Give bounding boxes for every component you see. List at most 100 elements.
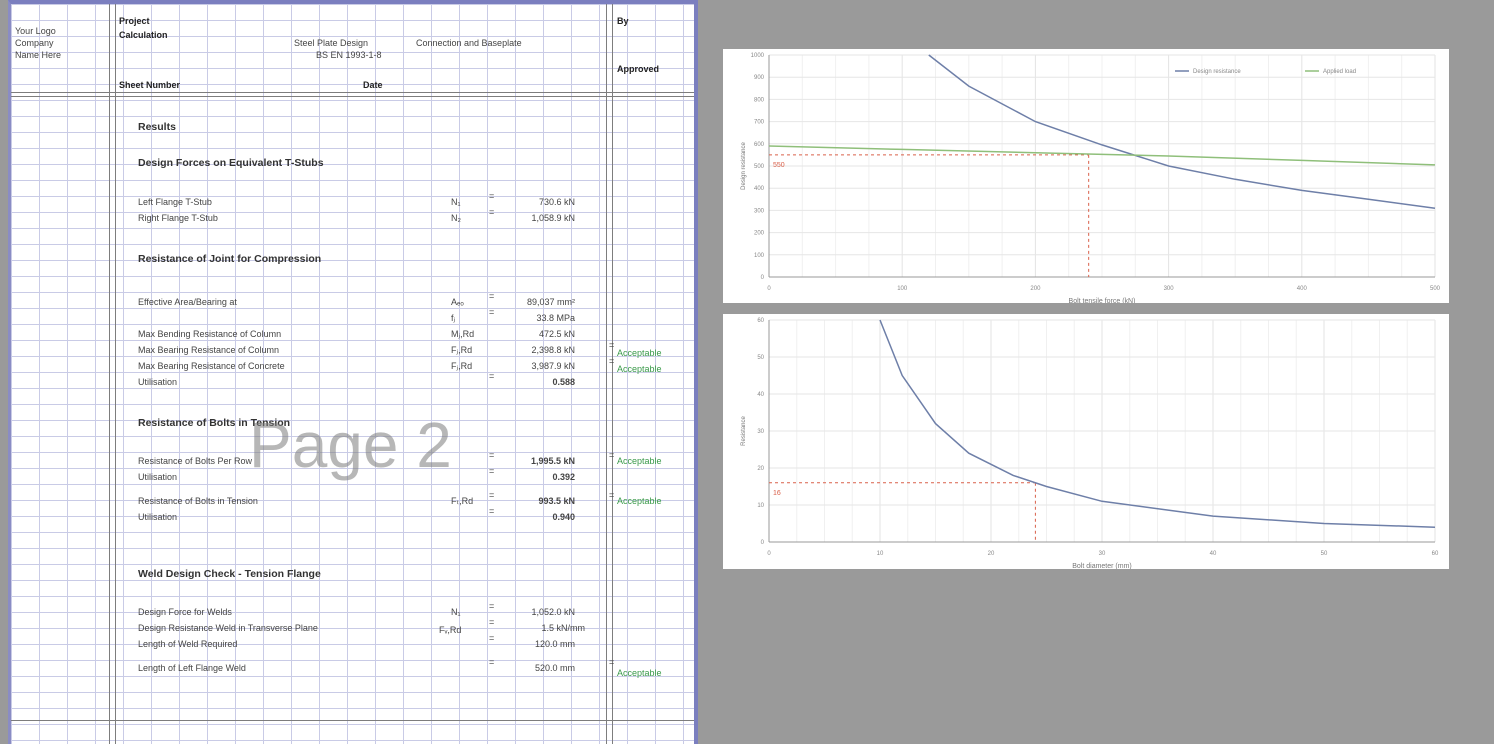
equals-sign: = <box>609 490 614 500</box>
legend-label: Design resistance <box>1193 69 1241 75</box>
x-tick-label: 400 <box>1297 286 1308 292</box>
series-line <box>929 55 1435 208</box>
column-divider-right-2 <box>612 4 613 744</box>
equals-sign: = <box>489 291 494 301</box>
y-tick-label: 600 <box>754 142 765 148</box>
equals-sign: = <box>489 617 494 627</box>
page-watermark: Page 2 <box>249 408 452 482</box>
x-tick-label: 40 <box>1210 551 1217 557</box>
x-tick-label: 60 <box>1432 551 1439 557</box>
marker-label: 16 <box>773 490 781 497</box>
section-design-forces: Design Forces on Equivalent T-Stubs <box>138 158 324 169</box>
y-tick-label: 0 <box>761 275 765 281</box>
row-value: 1,995.5 kN <box>501 456 575 466</box>
row-label: Effective Area/Bearing at <box>138 297 237 308</box>
y-tick-label: 10 <box>757 503 764 509</box>
header-bottom-border-2 <box>11 96 694 97</box>
row-label: Right Flange T-Stub <box>138 213 218 224</box>
equals-sign: = <box>609 657 614 667</box>
x-axis-label: Bolt diameter (mm) <box>1072 563 1132 569</box>
row-label: Design Force for Welds <box>138 607 232 618</box>
row-value: 520.0 mm <box>501 663 575 673</box>
sheet-grid <box>11 4 694 744</box>
date-label: Date <box>363 80 383 91</box>
sheet-number-label: Sheet Number <box>119 80 180 91</box>
y-tick-label: 0 <box>761 540 765 546</box>
y-tick-label: 200 <box>754 231 765 237</box>
y-tick-label: 700 <box>754 120 765 126</box>
status-acceptable: Acceptable <box>617 348 662 358</box>
status-acceptable: Acceptable <box>617 364 662 374</box>
marker-label: 550 <box>773 162 785 169</box>
equals-sign: = <box>489 657 494 667</box>
x-tick-label: 300 <box>1164 286 1175 292</box>
y-tick-label: 400 <box>754 186 765 192</box>
y-tick-label: 800 <box>754 97 765 103</box>
row-symbol: fⱼ <box>451 313 455 324</box>
row-label: Max Bearing Resistance of Column <box>138 345 279 356</box>
by-label: By <box>617 16 629 27</box>
y-tick-label: 60 <box>757 318 764 324</box>
row-value: 1,052.0 kN <box>501 607 575 617</box>
status-acceptable: Acceptable <box>617 456 662 466</box>
row-label: Max Bearing Resistance of Concrete <box>138 361 285 372</box>
row-label: Utilisation <box>138 512 177 523</box>
equals-sign: = <box>489 601 494 611</box>
chart-bolt-diameter: 0 10 20 30 40 50 60 0 10 20 30 40 50 60 Bolt diameter … <box>723 314 1449 569</box>
y-tick-label: 100 <box>754 253 765 259</box>
equals-sign: = <box>489 207 494 217</box>
project-label: Project <box>119 16 150 27</box>
row-label: Utilisation <box>138 377 177 388</box>
row-label: Length of Weld Required <box>138 639 237 650</box>
x-tick-label: 0 <box>767 551 771 557</box>
section-resistance-compression: Resistance of Joint for Compression <box>138 254 321 265</box>
equals-sign: = <box>489 307 494 317</box>
y-tick-label: 30 <box>757 429 764 435</box>
section-weld-design: Weld Design Check - Tension Flange <box>138 569 321 580</box>
calc-desc: Connection and Baseplate <box>416 38 522 49</box>
row-symbol: Aₑₒ <box>451 297 464 307</box>
approved-label: Approved <box>617 64 659 75</box>
row-label: Length of Left Flange Weld <box>138 663 246 674</box>
row-value: 0.588 <box>501 377 575 387</box>
row-value: 472.5 kN <box>501 329 575 339</box>
equals-sign: = <box>489 490 494 500</box>
row-value: 2,398.8 kN <box>501 345 575 355</box>
equals-sign: = <box>489 633 494 643</box>
x-tick-label: 30 <box>1099 551 1106 557</box>
row-value: 1.5 kN/mm <box>511 623 585 633</box>
equals-sign: = <box>609 356 614 366</box>
y-tick-label: 20 <box>757 466 764 472</box>
y-axis-label: Resistance <box>741 416 747 446</box>
equals-sign: = <box>489 466 494 476</box>
row-symbol: Fⱼ,Rd <box>451 345 472 356</box>
logo-line-2: Company <box>15 38 54 49</box>
row-value: 3,987.9 kN <box>501 361 575 371</box>
y-tick-label: 40 <box>757 392 764 398</box>
x-tick-label: 200 <box>1030 286 1041 292</box>
row-symbol: Fⱼ,Rd <box>451 361 472 372</box>
row-value: 730.6 kN <box>501 197 575 207</box>
row-symbol: Fₜ,Rd <box>451 496 473 507</box>
equals-sign: = <box>489 450 494 460</box>
y-tick-label: 50 <box>757 355 764 361</box>
x-tick-label: 10 <box>877 551 884 557</box>
row-label: Design Resistance Weld in Transverse Pla… <box>138 623 318 634</box>
y-tick-label: 300 <box>754 208 765 214</box>
y-tick-label: 1000 <box>751 53 765 59</box>
x-tick-label: 500 <box>1430 286 1441 292</box>
y-tick-label: 900 <box>754 75 765 81</box>
row-value: 33.8 MPa <box>501 313 575 323</box>
row-symbol: Fᵥ,Rd <box>439 625 461 635</box>
calc-ref: BS EN 1993-1-8 <box>316 50 382 61</box>
section-results: Results <box>138 122 176 133</box>
column-divider-logo-2 <box>115 4 116 744</box>
page-bottom-border <box>11 720 694 721</box>
equals-sign: = <box>609 340 614 350</box>
x-tick-label: 50 <box>1321 551 1328 557</box>
x-axis-label: Bolt tensile force (kN) <box>1069 298 1136 303</box>
row-value: 1,058.9 kN <box>501 213 575 223</box>
row-symbol: Mⱼ,Rd <box>451 329 474 340</box>
row-label: Resistance of Bolts Per Row <box>138 456 252 467</box>
row-symbol: N₂ <box>451 213 461 223</box>
